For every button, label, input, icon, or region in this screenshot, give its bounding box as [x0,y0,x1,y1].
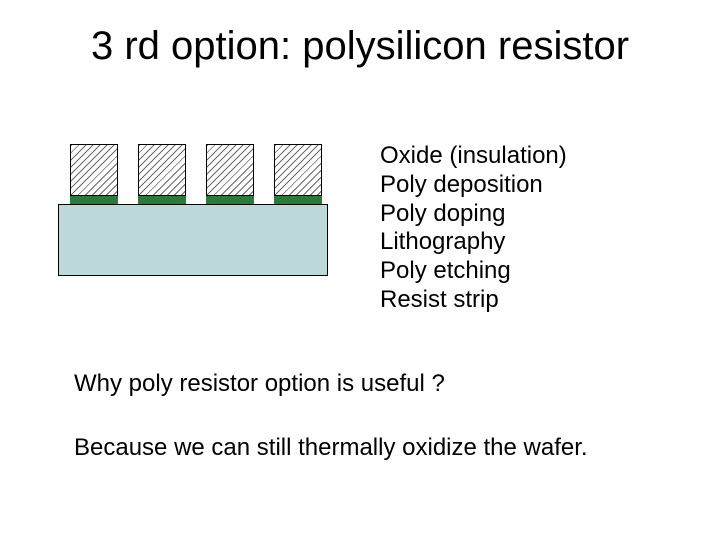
substrate-layer [58,204,328,276]
resist-block [274,144,322,196]
answer-text: Because we can still thermally oxidize t… [74,434,588,462]
process-step: Lithography [380,228,567,257]
process-step: Oxide (insulation) [380,142,567,171]
resist-block [70,144,118,196]
slide-title: 3 rd option: polysilicon resistor [0,24,720,69]
process-step: Poly etching [380,257,567,286]
poly-segment [274,196,322,204]
process-step: Resist strip [380,286,567,315]
process-steps-list: Oxide (insulation)Poly depositionPoly do… [380,142,567,315]
resist-block [206,144,254,196]
question-text: Why poly resistor option is useful ? [74,370,445,398]
poly-segment [138,196,186,204]
process-step: Poly doping [380,200,567,229]
poly-segment [70,196,118,204]
process-step: Poly deposition [380,171,567,200]
resist-block [138,144,186,196]
poly-segment [206,196,254,204]
